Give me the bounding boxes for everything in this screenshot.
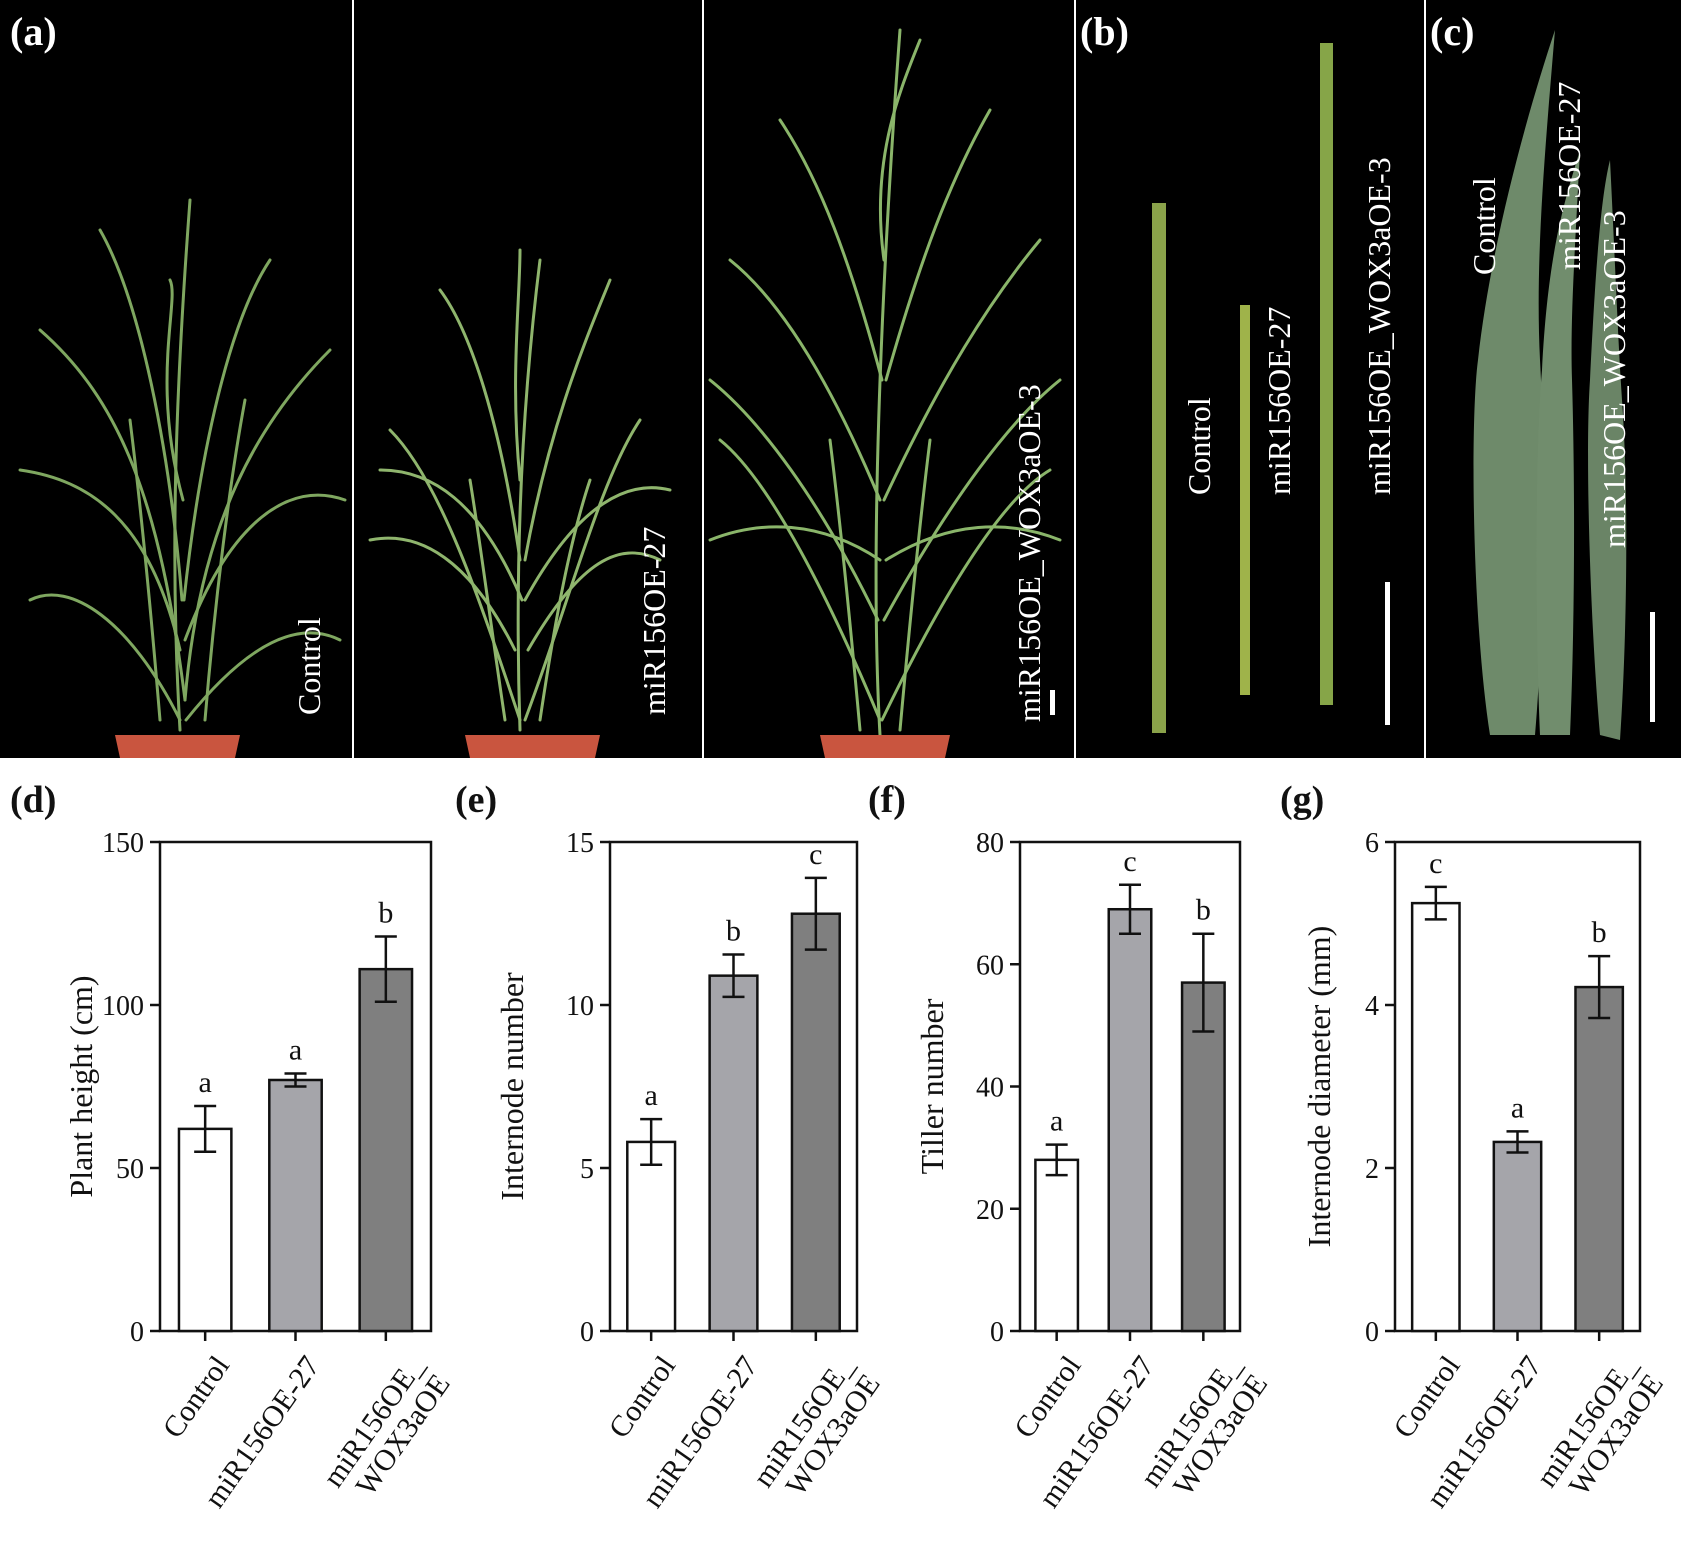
- scale-bar-b: [1385, 582, 1390, 725]
- significance-label: b: [1196, 894, 1211, 927]
- y-tick-label: 2: [1365, 1154, 1379, 1185]
- panel-letter-b: (b): [1080, 9, 1129, 54]
- bar: [1180, 981, 1226, 1333]
- x-tick-label: miR156OE_WOX3aOE: [747, 1349, 887, 1511]
- significance-label: c: [809, 838, 822, 871]
- y-tick-label: 20: [976, 1195, 1004, 1226]
- x-tick-label: Control: [602, 1350, 682, 1444]
- leaf-control: [1473, 30, 1555, 735]
- y-axis-label: Tiller number: [914, 998, 950, 1174]
- label-b-wox: miR156OE_WOX3aOE-3: [1361, 157, 1397, 495]
- significance-label: a: [1511, 1091, 1524, 1124]
- label-a-mir156: miR156OE-27: [636, 527, 672, 715]
- label-a-wox: miR156OE_WOX3aOE-3: [1011, 384, 1047, 722]
- bar: [708, 974, 759, 1333]
- panel-letter: (d): [10, 779, 56, 821]
- y-tick-label: 40: [976, 1073, 1004, 1104]
- stem-control: [1152, 203, 1166, 733]
- plant-mir156-illustration: [368, 248, 672, 732]
- panel-letter: (g): [1280, 779, 1324, 821]
- x-tick-label-line: Control: [602, 1350, 682, 1444]
- bar: [790, 912, 841, 1333]
- x-tick-label: Control: [1008, 1350, 1088, 1444]
- y-tick-label: 100: [102, 991, 144, 1022]
- bar: [626, 1140, 677, 1333]
- x-tick-label-line: Control: [1008, 1350, 1088, 1444]
- significance-label: a: [645, 1079, 658, 1112]
- y-axis-label: Internode number: [494, 972, 530, 1201]
- y-tick-label: 0: [130, 1317, 144, 1348]
- y-tick-label: 50: [116, 1154, 144, 1185]
- significance-label: a: [1050, 1105, 1063, 1138]
- panel-letter-a: (a): [10, 9, 57, 54]
- chart-3: (g) 0 2 4 6 Internode diameter (mm) c Control a m…: [1280, 779, 1670, 1514]
- bar: [177, 1127, 233, 1333]
- stem-wox: [1320, 43, 1333, 705]
- bar: [268, 1078, 323, 1333]
- panel-letter: (e): [455, 779, 497, 821]
- y-tick-label: 0: [580, 1317, 594, 1348]
- y-tick-label: 60: [976, 950, 1004, 981]
- label-c-wox: miR156OE_WOX3aOE-3: [1596, 210, 1632, 548]
- bar: [1107, 907, 1153, 1333]
- plant-wox-illustration: [708, 28, 1062, 737]
- bar: [358, 967, 414, 1333]
- significance-label: b: [1592, 916, 1607, 949]
- label-b-mir156: miR156OE-27: [1261, 307, 1297, 495]
- panel-letter-c: (c): [1430, 9, 1474, 54]
- y-tick-label: 10: [566, 991, 594, 1022]
- significance-label: b: [726, 914, 741, 947]
- x-tick-label: miR156OE_WOX3aOE: [317, 1349, 457, 1511]
- scale-bar-c: [1650, 612, 1655, 722]
- label-c-mir156: miR156OE-27: [1551, 82, 1587, 270]
- significance-label: a: [289, 1033, 302, 1066]
- significance-label: b: [378, 897, 393, 930]
- significance-label: c: [1123, 845, 1136, 878]
- label-c-control: Control: [1466, 177, 1502, 275]
- scale-bar-a: [1050, 690, 1055, 715]
- y-tick-label: 80: [976, 828, 1004, 859]
- x-tick-label: Control: [156, 1350, 236, 1444]
- leaf-wox: [1588, 160, 1627, 740]
- chart-0: (d) 0 50 100 150 Plant height (cm) a Control a mi…: [10, 779, 457, 1514]
- y-tick-label: 15: [566, 828, 594, 859]
- x-tick-label: miR156OE_WOX3aOE: [1530, 1349, 1670, 1511]
- y-axis-label: Internode diameter (mm): [1301, 926, 1337, 1248]
- y-tick-label: 0: [990, 1317, 1004, 1348]
- bar: [1034, 1158, 1080, 1333]
- y-tick-label: 150: [102, 828, 144, 859]
- bar: [1574, 985, 1625, 1333]
- panel-letter: (f): [868, 779, 906, 821]
- y-tick-label: 0: [1365, 1317, 1379, 1348]
- label-a-control: Control: [291, 617, 327, 715]
- y-tick-label: 6: [1365, 828, 1379, 859]
- pot-wox: [820, 735, 950, 758]
- x-tick-label: Control: [1387, 1350, 1467, 1444]
- label-b-control: Control: [1181, 397, 1217, 495]
- significance-label: a: [199, 1066, 212, 1099]
- y-axis-label: Plant height (cm): [63, 975, 99, 1197]
- leaf-mir156: [1536, 150, 1580, 735]
- x-tick-label-line: Control: [156, 1350, 236, 1444]
- chart-1: (e) 0 5 10 15 Internode number a Control b miR156…: [455, 779, 887, 1514]
- y-tick-label: 5: [580, 1154, 594, 1185]
- photo-strip: (a) (b) (c) Control miR156OE-27 miR156OE…: [0, 0, 1681, 758]
- y-tick-label: 4: [1365, 991, 1379, 1022]
- stem-mir156: [1240, 305, 1250, 695]
- bar: [1410, 901, 1461, 1333]
- x-tick-label-line: Control: [1387, 1350, 1467, 1444]
- bar: [1492, 1140, 1543, 1333]
- pot-mir156: [465, 735, 600, 758]
- significance-label: c: [1429, 847, 1442, 880]
- pot-control: [115, 735, 240, 758]
- plant-control-illustration: [18, 198, 347, 732]
